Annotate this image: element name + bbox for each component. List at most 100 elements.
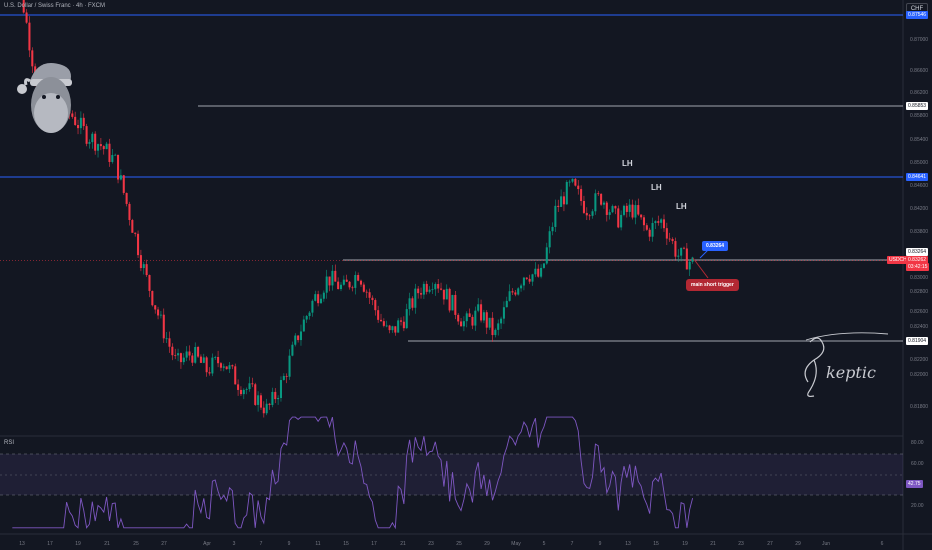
candle-body <box>685 248 688 270</box>
time-tick: 27 <box>767 541 773 547</box>
price-tick: 0.87000 <box>910 37 929 43</box>
rsi-tick: 60.00 <box>911 461 924 467</box>
candle-body <box>414 288 417 308</box>
candle-body <box>468 313 471 317</box>
time-tick: 21 <box>710 541 716 547</box>
candle-body <box>691 257 694 262</box>
trigger-callout[interactable]: main short trigger <box>686 279 739 291</box>
candle-body <box>211 357 214 374</box>
candle-body <box>182 357 185 363</box>
candle-body <box>614 206 617 209</box>
candle-body <box>525 277 528 279</box>
candle-body <box>674 241 677 257</box>
candle-body <box>302 319 305 332</box>
candle-body <box>488 317 491 328</box>
price-tick: 0.84600 <box>910 183 929 189</box>
candle-body <box>231 365 234 367</box>
lh-label[interactable]: LH <box>622 159 633 168</box>
candle-body <box>454 294 457 315</box>
candle-body <box>648 229 651 237</box>
candle-body <box>199 356 202 363</box>
candle-body <box>111 155 114 162</box>
candle-body <box>28 22 31 51</box>
candle-body <box>505 300 508 308</box>
lh-label[interactable]: LH <box>676 202 687 211</box>
time-tick: 15 <box>343 541 349 547</box>
candle-body <box>242 389 245 395</box>
candle-body <box>288 355 291 377</box>
candle-body <box>591 211 594 216</box>
candle-body <box>665 228 668 239</box>
level-callout[interactable]: 0.83264 <box>702 241 729 251</box>
time-tick: 6 <box>880 541 884 547</box>
candle-body <box>682 247 686 249</box>
candle-body <box>485 312 488 328</box>
time-tick: 17 <box>371 541 377 547</box>
candle-body <box>265 403 268 414</box>
candle-body <box>197 347 200 357</box>
time-tick: 19 <box>75 541 81 547</box>
candle-body <box>534 268 537 275</box>
price-tick: 0.86600 <box>910 68 929 74</box>
candle-body <box>491 317 494 336</box>
candle-body <box>259 395 262 408</box>
candle-body <box>434 284 437 290</box>
candle-body <box>99 144 102 147</box>
candle-body <box>305 316 308 320</box>
time-tick: 21 <box>104 541 110 547</box>
candle-body <box>574 178 577 186</box>
candle-body <box>680 247 683 256</box>
time-tick: Jun <box>821 541 831 547</box>
rsi-label[interactable]: RSI <box>4 440 15 446</box>
candle-body <box>540 267 543 277</box>
candle-body <box>157 309 160 316</box>
candle-body <box>408 298 411 310</box>
candle-body <box>371 297 374 301</box>
candle-body <box>622 205 625 215</box>
signature-watermark: keptic <box>804 332 889 397</box>
candle-body <box>339 284 343 290</box>
symbol-title[interactable]: U.S. Dollar / Swiss Franc · 4h · FXCM <box>4 3 106 9</box>
candle-body <box>425 283 428 292</box>
candle-body <box>331 270 334 286</box>
time-tick: 21 <box>400 541 406 547</box>
candle-body <box>577 185 580 190</box>
candle-body <box>219 363 222 368</box>
candle-body <box>359 280 363 285</box>
candle-body <box>671 238 674 242</box>
price-tag-top: 0.87546 <box>906 11 929 19</box>
candle-body <box>108 143 111 162</box>
candle-body <box>345 279 348 282</box>
candle-body <box>657 221 660 223</box>
price-tick: 0.86200 <box>910 90 929 96</box>
price-tag-current: 0.83264 <box>906 248 929 256</box>
time-tick: 25 <box>133 541 139 547</box>
price-tick: 0.85000 <box>910 160 929 166</box>
candle-body <box>145 264 148 276</box>
candle-body <box>580 189 583 201</box>
callout-pointer-blue <box>699 249 709 259</box>
candle-body <box>237 384 240 390</box>
time-tick: 17 <box>47 541 53 547</box>
candle-body <box>171 346 174 356</box>
candle-body <box>537 268 540 277</box>
candle-body <box>279 380 282 398</box>
price-tick: 0.83000 <box>910 275 929 281</box>
price-tag-low: 0.81904 <box>906 337 929 345</box>
candle-body <box>562 196 565 205</box>
price-tick: 0.85800 <box>910 113 929 119</box>
rsi-tick: 80.00 <box>911 440 924 446</box>
candle-body <box>428 289 431 292</box>
price-tick: 0.82400 <box>910 324 929 330</box>
time-tick: 25 <box>456 541 462 547</box>
candle-body <box>177 353 180 356</box>
candle-body <box>148 275 151 291</box>
candle-body <box>431 289 434 291</box>
candle-body <box>445 288 448 300</box>
candle-body <box>222 366 225 368</box>
candle-body <box>291 344 294 356</box>
candle-body <box>137 233 140 256</box>
candle-body <box>602 202 605 205</box>
lh-label[interactable]: LH <box>651 183 662 192</box>
